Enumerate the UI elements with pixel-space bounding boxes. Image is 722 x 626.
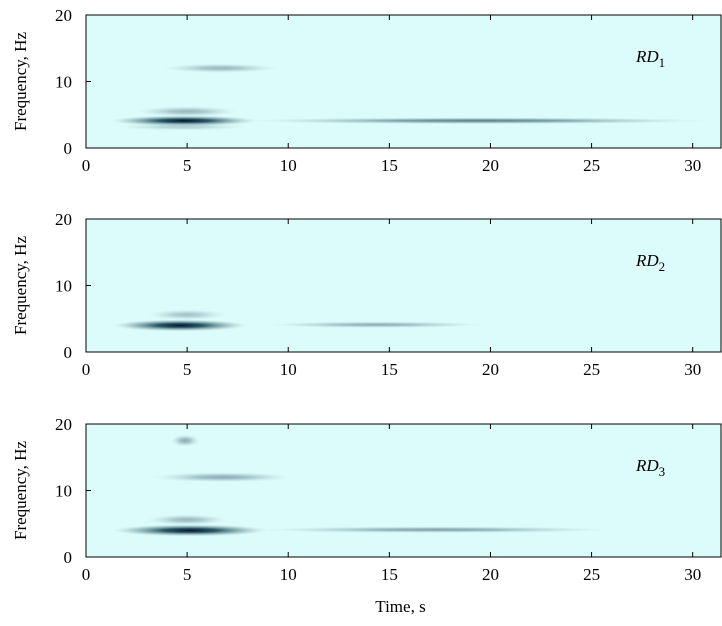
bands [110,63,709,131]
y-tick-label: 0 [64,343,73,362]
band [116,122,248,131]
y-tick-label: 10 [55,73,72,92]
panel-label: RD1 [635,47,665,70]
x-tick-label: 30 [684,156,701,175]
x-tick-label: 5 [183,565,192,584]
y-tick-label: 10 [55,277,72,296]
panel-label-text: RD [635,47,659,66]
x-tick-label: 15 [381,156,398,175]
x-tick-label: 5 [183,360,192,379]
y-tick-label: 20 [55,6,72,25]
y-tick-label: 0 [64,139,73,158]
band [146,309,228,321]
x-tick-label: 5 [183,156,192,175]
y-tick-label: 0 [64,548,73,567]
band [112,524,269,537]
panel-label-subscript: 3 [659,464,666,479]
band [112,319,248,332]
band [136,106,238,117]
x-tick-label: 0 [82,156,91,175]
x-tick-label: 15 [381,565,398,584]
x-tick-label: 25 [583,565,600,584]
band [162,63,279,73]
y-axis-label: Frequency, Hz [11,32,30,131]
x-tick-label: 20 [482,360,499,379]
x-tick-label: 30 [684,360,701,379]
plot-area [85,218,722,353]
band [170,434,200,447]
x-tick-label: 10 [280,565,297,584]
x-tick-label: 15 [381,360,398,379]
panel-label-text: RD [635,251,659,270]
panel-label: RD2 [635,251,665,274]
bands [112,309,485,332]
y-tick-label: 10 [55,482,72,501]
y-axis-label: Frequency, Hz [11,236,30,335]
x-tick-label: 30 [684,565,701,584]
x-tick-label: 20 [482,156,499,175]
x-tick-label: 0 [82,360,91,379]
y-tick-label: 20 [55,210,72,229]
x-tick-label: 25 [583,360,600,379]
x-tick-label: 25 [583,156,600,175]
panel-label-subscript: 1 [659,55,666,70]
band [146,514,228,526]
panel-label-text: RD [635,456,659,475]
x-axis-label: Time, s [375,597,425,616]
y-tick-label: 20 [55,415,72,434]
panel-label-subscript: 2 [659,259,666,274]
bands [112,434,612,537]
panel-label: RD3 [635,456,665,479]
x-tick-label: 20 [482,565,499,584]
x-tick-label: 10 [280,360,297,379]
y-axis-label: Frequency, Hz [11,441,30,540]
x-tick-label: 0 [82,565,91,584]
band [152,472,293,483]
x-tick-label: 10 [280,156,297,175]
band [268,321,485,329]
band [247,117,709,125]
band [257,526,612,534]
